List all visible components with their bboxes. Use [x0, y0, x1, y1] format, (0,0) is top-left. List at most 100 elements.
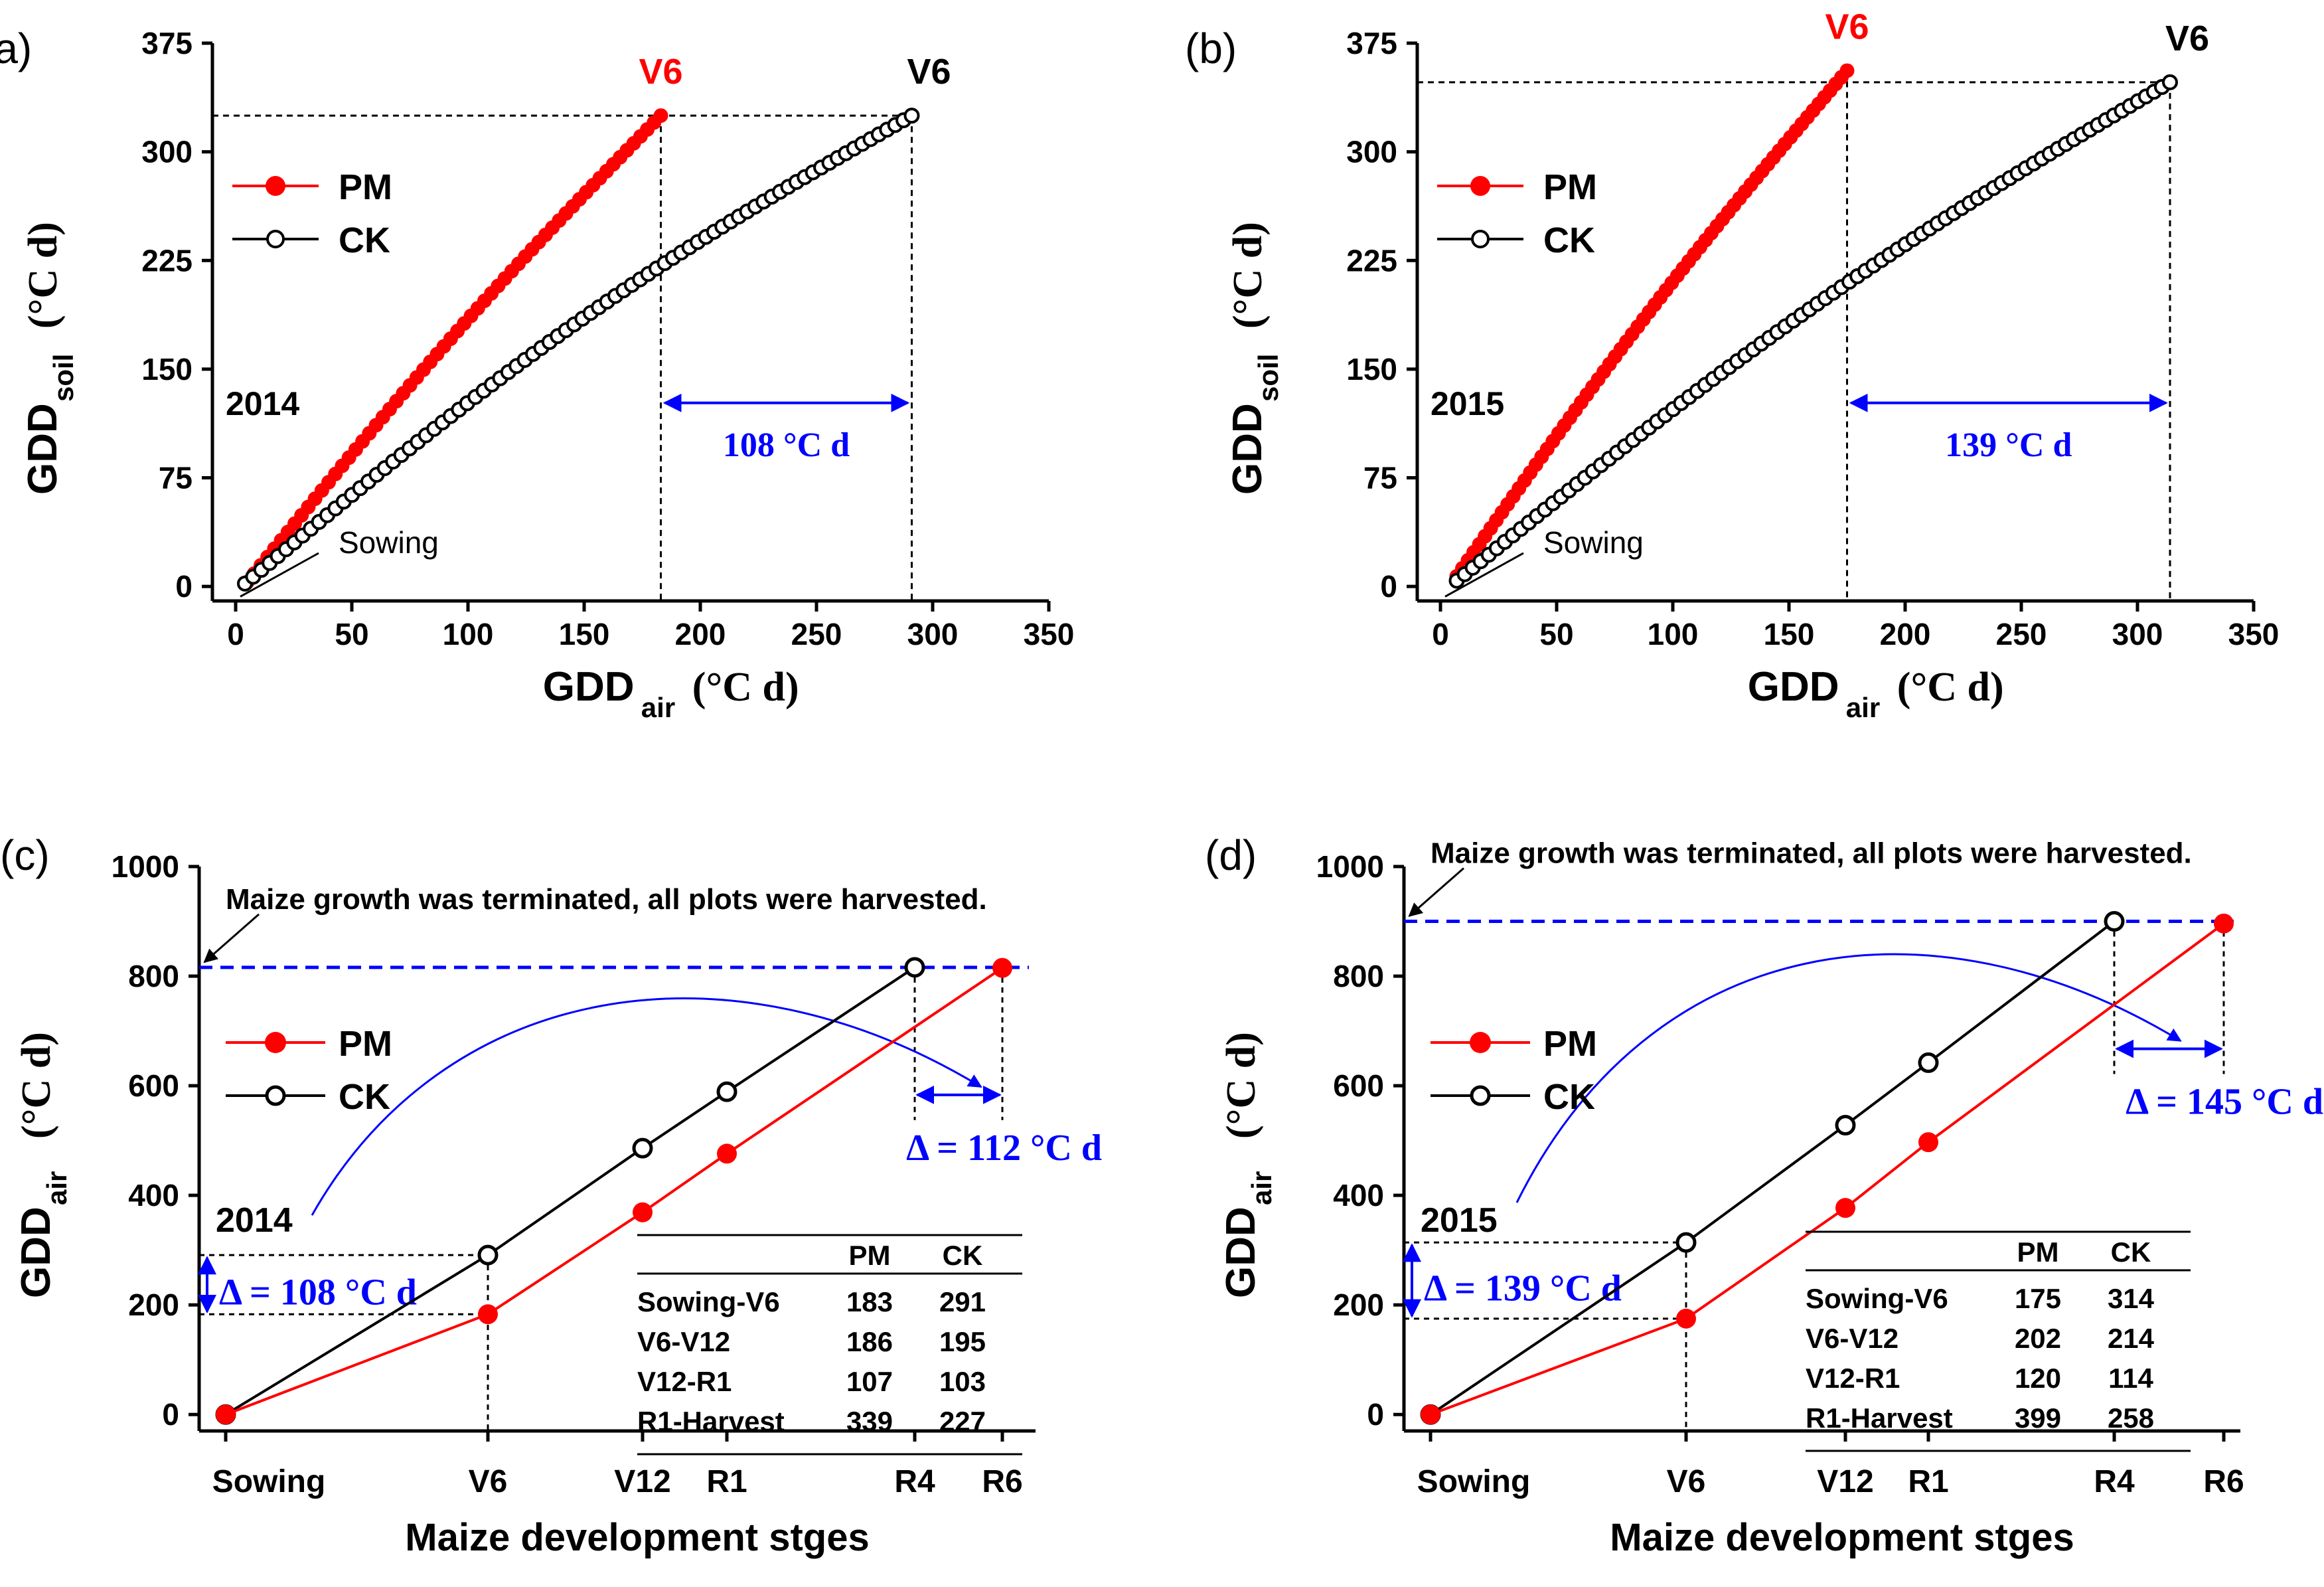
table-header: PM: [2017, 1236, 2059, 1268]
transfer-curve-arrow: [1515, 953, 2182, 1203]
x-tick-label: 300: [907, 617, 959, 651]
table-header: PM: [849, 1240, 891, 1271]
legend-label-pm: PM: [1543, 167, 1597, 207]
legend-marker-pm: [265, 1032, 286, 1053]
legend: PM CK: [1431, 1024, 1597, 1117]
x-tick-label: 0: [227, 617, 244, 651]
y-axis-title: GDD: [1225, 403, 1271, 495]
legend-label-pm: PM: [1543, 1024, 1597, 1064]
data-point: [1421, 1404, 1440, 1425]
y-tick-label: 600: [128, 1068, 179, 1103]
data-point: [716, 1081, 737, 1102]
table-cell: 107: [846, 1366, 893, 1397]
x-tick-label: 50: [335, 617, 368, 651]
y-axis-title-unit: (°C d): [1225, 222, 1271, 329]
panel-label: (b): [1185, 25, 1237, 72]
y-axis-title: GDD: [1218, 1207, 1264, 1298]
y-axis-title-unit: (°C d): [14, 1032, 59, 1139]
stage-label: V12: [1817, 1464, 1873, 1499]
panel-label: (a): [0, 25, 32, 72]
x-tick-label: 100: [443, 617, 494, 651]
summary-table: PM CK Sowing-V6 175 314 V6-V12 202 214 V12-R1 120…: [1806, 1230, 2191, 1452]
y-tick-label: 150: [141, 352, 193, 386]
summary-table: PM CK Sowing-V6 183 291 V6-V12 186 195 V12-R1 107…: [637, 1234, 1022, 1456]
table-row-label: V6-V12: [637, 1326, 730, 1357]
legend: PM CK: [226, 1024, 392, 1117]
x-tick-label: 350: [1024, 617, 1075, 651]
data-point: [1835, 1115, 1856, 1136]
y-axis-title-sub: soil: [48, 354, 79, 402]
table-row-label: R1-Harvest: [637, 1406, 785, 1437]
x-axis-title-unit: (°C d): [692, 665, 799, 710]
series-pm: [1421, 913, 2234, 1425]
table-cell: 214: [2108, 1323, 2155, 1354]
table-cell: 291: [939, 1286, 986, 1317]
y-tick-label: 225: [1346, 243, 1397, 278]
data-point: [216, 1404, 236, 1425]
x-axis-title: Maize development stges: [405, 1516, 869, 1559]
sowing-pointer: [240, 552, 319, 598]
legend-marker-pm: [1470, 176, 1490, 196]
legend-label-pm: PM: [339, 1024, 392, 1064]
x-axis-title: GDD: [543, 664, 635, 710]
y-tick-label: 0: [162, 1397, 179, 1432]
stage-label: R4: [2094, 1464, 2135, 1499]
sowing-label: Sowing: [1543, 525, 1644, 560]
table-header: CK: [943, 1240, 983, 1271]
year-label: 2014: [216, 1201, 293, 1240]
difference-label: 139 °C d: [1945, 426, 2072, 464]
table-cell: 114: [2108, 1363, 2153, 1394]
table-header: CK: [2111, 1236, 2151, 1268]
data-point: [633, 1202, 653, 1222]
series-pm: [216, 958, 1012, 1425]
table-cell: 258: [2108, 1402, 2154, 1434]
legend-marker-ck: [1471, 230, 1490, 248]
panel-label: (c): [0, 831, 50, 879]
legend-marker-pm: [266, 176, 285, 196]
year-label: 2014: [226, 385, 299, 422]
table-cell: 103: [939, 1366, 986, 1397]
legend-label-ck: CK: [339, 1077, 390, 1117]
table-cell: 227: [939, 1406, 986, 1437]
y-tick-label: 300: [1346, 135, 1397, 169]
data-point: [477, 1244, 499, 1266]
x-tick-label: 350: [2228, 617, 2280, 651]
table-cell: 314: [2108, 1283, 2155, 1314]
year-label: 2015: [1431, 385, 1504, 422]
v6-label-pm: V6: [1825, 7, 1869, 46]
stage-label: R4: [894, 1464, 935, 1499]
table-row-label: R1-Harvest: [1806, 1402, 1953, 1434]
series-line: [1429, 920, 2116, 1416]
series-ck: [1448, 74, 2178, 589]
harvest-pointer: [203, 913, 260, 963]
v6-label-pm: V6: [639, 52, 682, 92]
table-cell: 120: [2015, 1363, 2061, 1394]
legend-marker-pm: [1470, 1032, 1491, 1053]
data-point: [2214, 913, 2234, 934]
end-delta-label: Δ = 145 °C d: [2126, 1082, 2323, 1123]
data-point: [1918, 1132, 1938, 1153]
y-tick-label: 200: [1333, 1288, 1384, 1322]
y-tick-label: 0: [175, 569, 193, 604]
stage-label: Sowing: [1417, 1464, 1531, 1499]
series-pm: [1449, 63, 1855, 584]
stage-label: R6: [2203, 1464, 2244, 1499]
y-tick-label: 225: [141, 243, 193, 278]
legend-label-ck: CK: [1543, 220, 1595, 260]
y-tick-label: 75: [1363, 461, 1397, 495]
x-axis-title-sub: air: [1846, 692, 1880, 723]
legend-marker-ck: [1470, 1085, 1491, 1106]
y-tick-label: 1000: [1316, 849, 1384, 884]
y-axis-title: GDD: [13, 1207, 59, 1298]
data-point: [1676, 1308, 1696, 1329]
table-row-label: V12-R1: [637, 1366, 732, 1397]
legend-label-ck: CK: [339, 220, 390, 260]
y-axis-title-sub: air: [41, 1171, 72, 1205]
x-axis-title: GDD: [1748, 664, 1839, 710]
harvest-note: Maize growth was terminated, all plots w…: [226, 883, 987, 916]
panel-label: (d): [1205, 831, 1257, 879]
y-tick-label: 600: [1333, 1068, 1384, 1103]
stage-label: R1: [706, 1464, 747, 1499]
y-tick-label: 1000: [112, 849, 179, 884]
y-tick-label: 800: [1333, 959, 1384, 993]
